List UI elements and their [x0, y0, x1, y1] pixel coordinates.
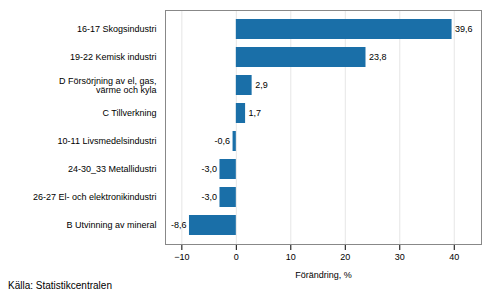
- svg-text:−10: −10: [174, 252, 189, 262]
- svg-text:39,6: 39,6: [455, 24, 473, 34]
- svg-text:0: 0: [234, 252, 239, 262]
- svg-text:40: 40: [449, 252, 459, 262]
- svg-text:-3,0: -3,0: [201, 164, 217, 174]
- svg-text:-8,6: -8,6: [171, 220, 187, 230]
- svg-text:30: 30: [395, 252, 405, 262]
- svg-text:16-17 Skogsindustri: 16-17 Skogsindustri: [77, 24, 157, 34]
- svg-text:10: 10: [286, 252, 296, 262]
- svg-text:10-11 Livsmedelsindustri: 10-11 Livsmedelsindustri: [58, 136, 157, 146]
- svg-text:19-22 Kemisk industri: 19-22 Kemisk industri: [70, 52, 157, 62]
- svg-text:20: 20: [340, 252, 350, 262]
- html-text:Källa: Statistikcentralen: Källa: Statistikcentralen: [8, 280, 112, 291]
- svg-text:1,7: 1,7: [249, 108, 262, 118]
- svg-text:-0,6: -0,6: [215, 136, 231, 146]
- svg-text:C Tillverkning: C Tillverkning: [102, 108, 156, 118]
- svg-text:B Utvinning av mineral: B Utvinning av mineral: [66, 220, 156, 230]
- svg-text:Förändring, %: Förändring, %: [295, 270, 352, 280]
- svg-text:24-30_33 Metallidustri: 24-30_33 Metallidustri: [68, 164, 157, 174]
- svg-text:26-27 El- och elektronikindust: 26-27 El- och elektronikindustri: [33, 192, 157, 202]
- svg-text:-3,0: -3,0: [201, 192, 217, 202]
- svg-text:23,8: 23,8: [369, 52, 387, 62]
- svg-text:2,9: 2,9: [255, 80, 268, 90]
- svg-text:D Försörjning av el, gas,värme: D Försörjning av el, gas,värme och kyla: [59, 76, 157, 95]
